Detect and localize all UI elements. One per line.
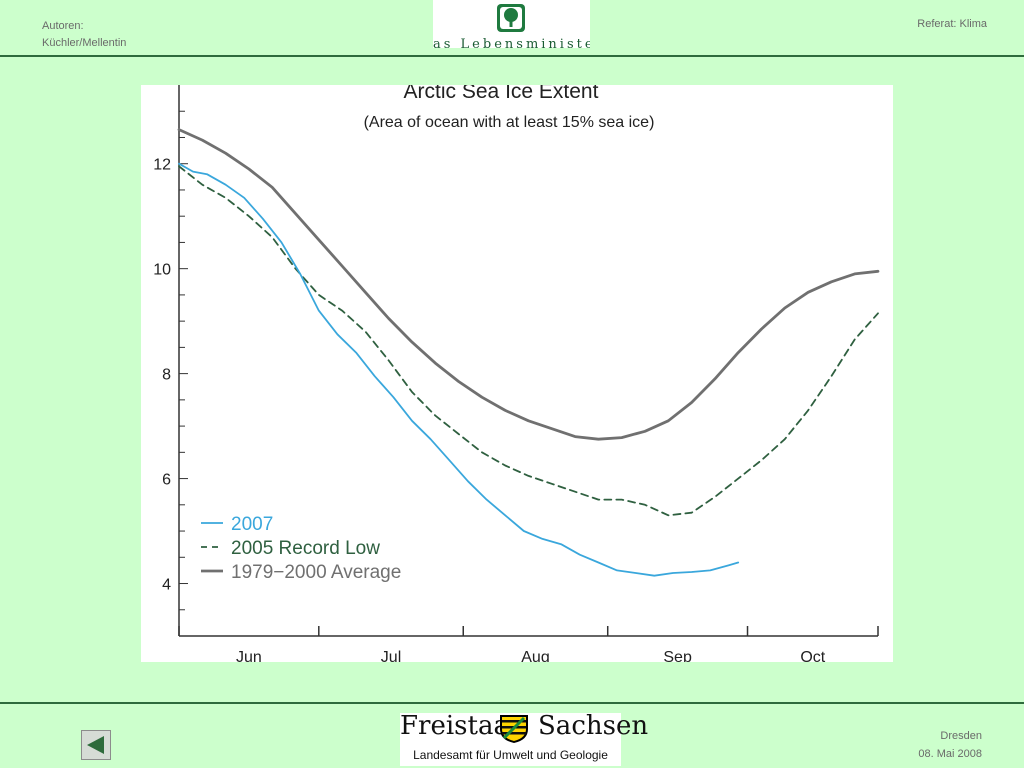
- chart-title: Arctic Sea Ice Extent: [404, 85, 599, 103]
- agency-name: Landesamt für Umwelt und Geologie: [413, 748, 608, 762]
- ministry-logo-text: as Lebensministerium: [433, 37, 590, 48]
- footer-info: Dresden 08. Mai 2008: [918, 727, 982, 763]
- header-divider: [0, 55, 1024, 57]
- y-tick-label: 6: [162, 472, 171, 489]
- chart-subtitle: (Area of ocean with at least 15% sea ice…: [364, 114, 655, 131]
- series-line: [178, 165, 879, 517]
- footer-divider: [0, 702, 1024, 704]
- footer-city: Dresden: [940, 730, 982, 742]
- state-name-left: Freistaat: [400, 711, 520, 741]
- state-name-right: Sachsen: [538, 711, 649, 741]
- tree-emblem-icon: [497, 4, 525, 32]
- y-tick-label: 8: [162, 367, 171, 384]
- series-line: [178, 162, 740, 577]
- triangle-left-icon: [87, 736, 104, 754]
- saxony-coat-of-arms-icon: [500, 715, 528, 743]
- x-tick-label: Oct: [800, 649, 825, 662]
- sea-ice-chart: Arctic Sea Ice Extent (Area of ocean wit…: [153, 85, 880, 662]
- chart-legend: 2007 2005 Record Low 1979−2000 Average: [201, 514, 401, 583]
- saxony-logo: Freistaat Sachsen Landesamt für Umwelt u…: [400, 711, 648, 766]
- ministry-logo: as Lebensministerium: [433, 0, 590, 48]
- legend-label: 2005 Record Low: [231, 538, 380, 559]
- series-line: [177, 128, 880, 441]
- authors-names: Küchler/Mellentin: [42, 37, 127, 49]
- legend-label: 1979−2000 Average: [231, 562, 401, 583]
- chart-axes: 4 6 8 10 12 Jun Jul Aug Sep Oct: [153, 85, 879, 662]
- x-tick-label: Jun: [236, 649, 262, 662]
- x-tick-label: Aug: [521, 649, 549, 662]
- authors-label: Autoren:: [42, 20, 84, 32]
- legend-label: 2007: [231, 514, 273, 535]
- chart-figure: Arctic Sea Ice Extent (Area of ocean wit…: [141, 85, 893, 662]
- authors-block: Autoren: Küchler/Mellentin: [42, 18, 126, 52]
- chart-series: [177, 128, 880, 577]
- back-button[interactable]: [81, 730, 111, 760]
- y-tick-label: 12: [153, 157, 171, 174]
- y-tick-label: 4: [162, 577, 171, 594]
- x-tick-label: Jul: [381, 649, 401, 662]
- y-tick-label: 10: [153, 262, 171, 279]
- footer-date: 08. Mai 2008: [918, 748, 982, 760]
- x-tick-label: Sep: [663, 649, 692, 662]
- topic-label: Referat: Klima: [917, 18, 987, 30]
